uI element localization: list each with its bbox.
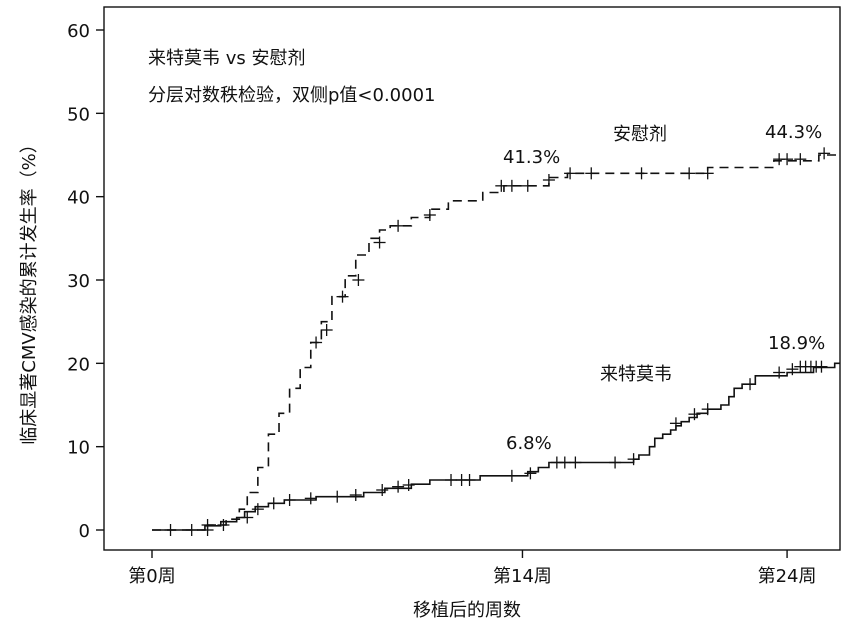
x-tick-label: 第14周 (493, 566, 552, 587)
x-tick-label: 第0周 (128, 566, 175, 587)
annotation-letermovir-14wk: 6.8% (506, 433, 552, 454)
annotation-title-line1: 来特莫韦 vs 安慰剂 (148, 48, 305, 69)
y-tick-label: 0 (79, 521, 90, 542)
y-tick-label: 50 (67, 104, 90, 125)
annotation-letermovir-24wk: 18.9% (768, 333, 825, 354)
y-tick-label: 30 (67, 271, 90, 292)
y-tick-label: 40 (67, 188, 90, 209)
annotation-placebo-24wk: 44.3% (765, 122, 822, 143)
y-tick-label: 60 (67, 21, 90, 42)
annotation-placebo-label: 安慰剂 (613, 124, 667, 145)
y-tick-label: 10 (67, 438, 90, 459)
letermovir-km-line (152, 362, 840, 531)
x-axis-label: 移植后的周数 (413, 600, 521, 621)
annotation-letermovir-label: 来特莫韦 (600, 364, 672, 385)
y-axis-label: 临床显著CMV感染的累计发生率（%） (19, 135, 40, 445)
y-tick-label: 20 (67, 354, 90, 375)
annotation-title-line2: 分层对数秩检验，双侧p值<0.0001 (148, 85, 436, 106)
placebo-km-line (152, 154, 840, 531)
x-tick-label: 第24周 (758, 566, 817, 587)
annotation-placebo-14wk: 41.3% (503, 147, 560, 168)
plot-frame (103, 6, 841, 551)
